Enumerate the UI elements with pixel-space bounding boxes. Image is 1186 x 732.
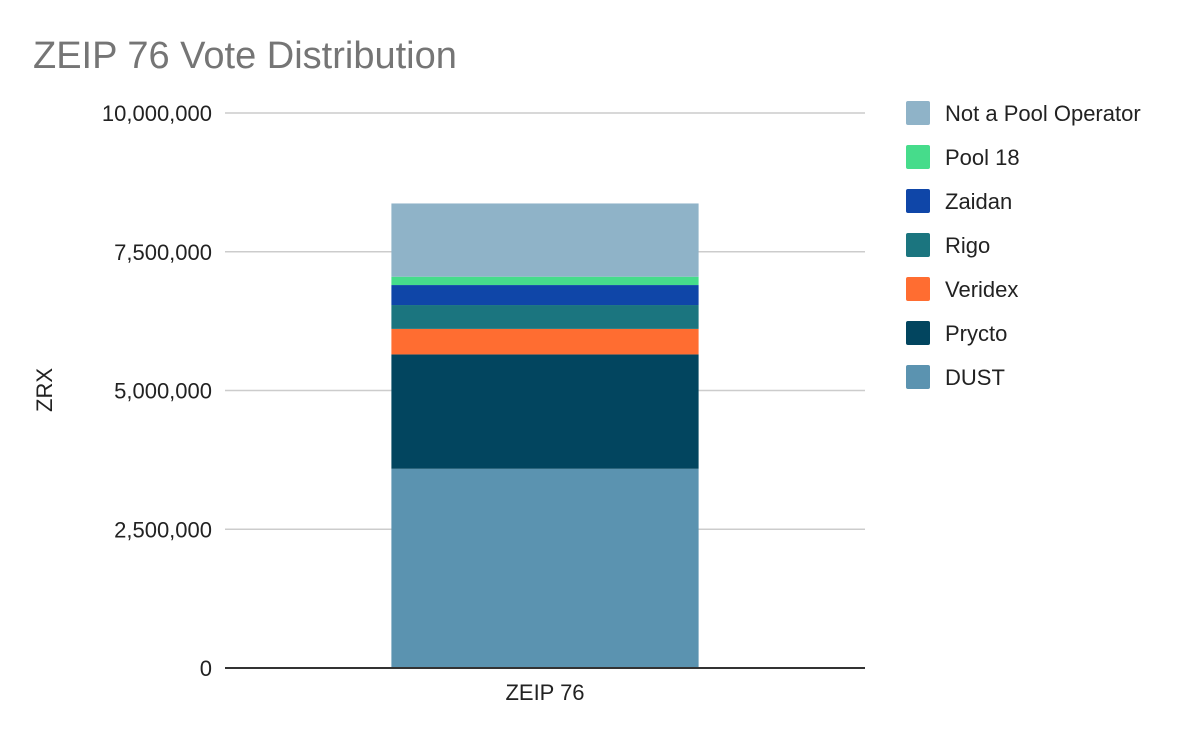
legend-label: DUST	[945, 365, 1005, 390]
legend-label: Prycto	[945, 321, 1007, 346]
legend-item: Rigo	[906, 233, 990, 258]
y-tick-labels: 0 2,500,000 5,000,000 7,500,000 10,000,000	[102, 101, 212, 681]
legend-label: Rigo	[945, 233, 990, 258]
y-tick-label: 7,500,000	[114, 240, 212, 265]
chart-title: ZEIP 76 Vote Distribution	[33, 35, 457, 77]
bar-segment-dust	[391, 468, 699, 668]
y-tick-label: 0	[200, 656, 212, 681]
bar-stack	[391, 203, 699, 668]
legend-swatch	[906, 365, 930, 389]
legend-swatch	[906, 101, 930, 125]
legend-item: Prycto	[906, 321, 1007, 346]
legend-swatch	[906, 277, 930, 301]
legend-label: Zaidan	[945, 189, 1012, 214]
bar-segment-pool-18	[391, 276, 699, 286]
legend-label: Not a Pool Operator	[945, 101, 1141, 126]
y-axis-label: ZRX	[32, 368, 57, 412]
legend-item: DUST	[906, 365, 1005, 390]
y-tick-label: 5,000,000	[114, 379, 212, 404]
bar-segment-veridex	[391, 328, 699, 355]
legend-item: Veridex	[906, 277, 1018, 302]
bar-segment-not-a-pool-operator	[391, 203, 699, 277]
bar-segment-zaidan	[391, 285, 699, 306]
y-tick-label: 10,000,000	[102, 101, 212, 126]
legend: Not a Pool Operator Pool 18 Zaidan Rigo Veri…	[906, 101, 1141, 390]
legend-label: Veridex	[945, 277, 1018, 302]
legend-item: Zaidan	[906, 189, 1012, 214]
legend-swatch	[906, 321, 930, 345]
legend-swatch	[906, 145, 930, 169]
x-tick-labels: ZEIP 76	[505, 680, 584, 705]
legend-item: Pool 18	[906, 145, 1020, 170]
x-tick-label: ZEIP 76	[505, 680, 584, 705]
legend-swatch	[906, 189, 930, 213]
y-tick-label: 2,500,000	[114, 517, 212, 542]
legend-label: Pool 18	[945, 145, 1020, 170]
bar-segment-prycto	[391, 354, 699, 469]
legend-item: Not a Pool Operator	[906, 101, 1141, 126]
bar-segment-rigo	[391, 305, 699, 329]
legend-swatch	[906, 233, 930, 257]
